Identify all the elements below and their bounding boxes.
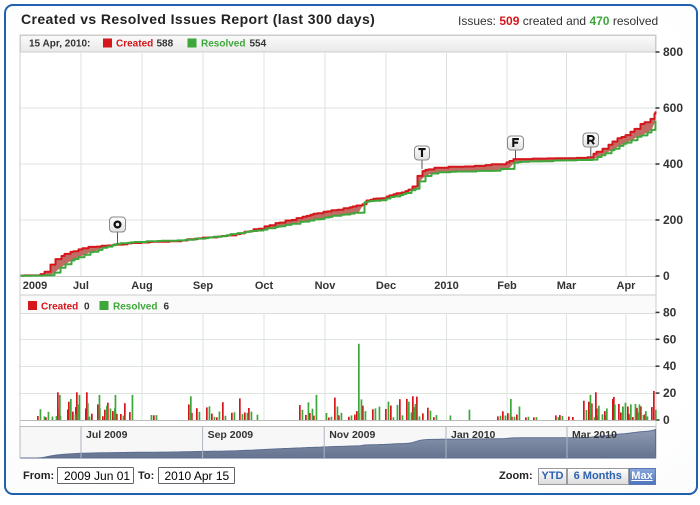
svg-text:Feb: Feb [497,280,517,292]
svg-text:Created: Created [41,302,78,313]
svg-text:Dec: Dec [376,280,396,292]
svg-text:Nov: Nov [315,280,337,292]
svg-text:Nov 2009: Nov 2009 [329,429,375,441]
svg-text:Mar: Mar [557,280,577,292]
svg-text:15 Apr, 2010:: 15 Apr, 2010: [29,39,90,50]
svg-text:60: 60 [663,332,677,346]
svg-text:588: 588 [157,39,174,50]
svg-text:Jul 2009: Jul 2009 [86,429,128,441]
svg-text:Resolved: Resolved [201,39,245,50]
svg-text:Apr: Apr [617,280,637,292]
svg-text:2009: 2009 [23,280,47,292]
svg-text:Jul: Jul [73,280,89,292]
svg-text:400: 400 [663,157,683,171]
svg-text:Mar 2010: Mar 2010 [572,429,617,441]
svg-text:0: 0 [663,269,670,283]
svg-text:20: 20 [663,386,677,400]
svg-text:Resolved: Resolved [113,302,157,313]
svg-text:6: 6 [164,302,170,313]
svg-text:Created: Created [116,39,153,50]
svg-text:600: 600 [663,101,683,115]
svg-text:Sep 2009: Sep 2009 [208,429,254,441]
svg-text:40: 40 [663,359,677,373]
svg-text:2010: 2010 [434,280,458,292]
svg-text:0: 0 [663,413,670,427]
svg-text:800: 800 [663,45,683,59]
svg-text:80: 80 [663,305,677,319]
svg-text:200: 200 [663,213,683,227]
svg-text:Oct: Oct [255,280,274,292]
svg-text:Jan 2010: Jan 2010 [451,429,496,441]
svg-text:0: 0 [84,302,90,313]
svg-text:554: 554 [250,39,267,50]
svg-text:Sep: Sep [193,280,213,292]
svg-text:Aug: Aug [131,280,152,292]
